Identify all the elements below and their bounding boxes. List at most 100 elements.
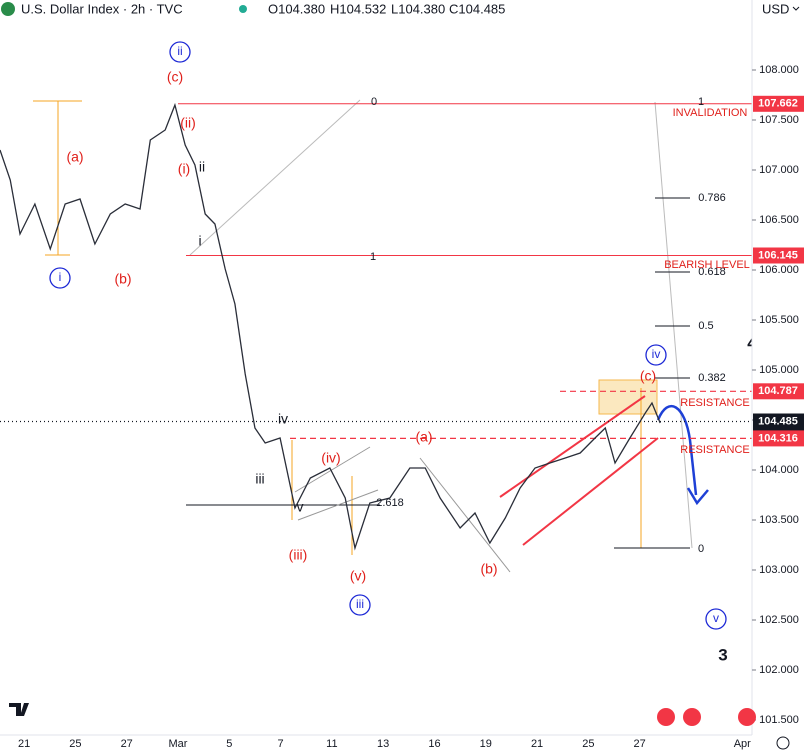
x-tick-label: 16 (428, 738, 440, 750)
fib-label: 0.5 (698, 320, 713, 332)
x-tick-label: 27 (121, 738, 133, 750)
y-tick-label: 108.000 (759, 64, 799, 76)
y-tick-label: 102.000 (759, 664, 799, 676)
price-tag (753, 95, 804, 112)
fib-label: 0 (371, 96, 377, 108)
ohlc-close: C104.485 (449, 1, 505, 16)
y-tick-label: 106.000 (759, 264, 799, 276)
currency[interactable]: USD (762, 1, 789, 16)
wave-circle (705, 608, 727, 630)
wave-circle (49, 267, 71, 289)
fib-label: 1 (370, 251, 376, 263)
y-tick-label: 107.500 (759, 114, 799, 126)
dropdown-icon (792, 6, 800, 11)
x-tick-label: 19 (480, 738, 492, 750)
x-tick-label: 21 (531, 738, 543, 750)
y-tick-label: 103.000 (759, 564, 799, 576)
symbol-icon (1, 2, 15, 16)
fib-diagonal (189, 99, 361, 256)
forecast-arrowhead (686, 487, 709, 506)
price-tag (753, 430, 804, 447)
market-status (239, 5, 247, 13)
wave-label: v (713, 611, 719, 625)
y-tick-label: 106.500 (759, 214, 799, 226)
x-tick-label: Mar (169, 738, 188, 750)
price-tag-label: 104.787 (758, 385, 798, 397)
wave-label: 2.618 (376, 497, 404, 509)
x-tick-label: 25 (582, 738, 594, 750)
y-tick-label: 104.000 (759, 464, 799, 476)
x-tick-label: 11 (326, 738, 337, 750)
fib-diagonal (654, 101, 693, 549)
wave-label: iii (356, 597, 364, 611)
symbol[interactable]: U.S. Dollar Index · 2h · TVC (21, 1, 183, 16)
axes: 101.500 102.000 102.500 103.000 103.500 104.0… (18, 64, 804, 750)
price-tag-label: 106.145 (758, 249, 798, 261)
fib-label: 1 (698, 96, 704, 108)
wave-label: iii (255, 471, 264, 487)
fib-label: 0 (698, 543, 704, 555)
fib-label: 0.382 (698, 372, 726, 384)
wave-label: ii (199, 159, 205, 175)
header: U.S. Dollar Index · 2h · TVC O104.380 H1… (1, 1, 800, 16)
wave-label: RESISTANCE (680, 444, 749, 456)
wave-label: (c) (167, 69, 183, 85)
x-tick-label: 13 (377, 738, 389, 750)
ohlc-low: L104.380 (391, 1, 445, 16)
y-tick-label: 105.000 (759, 364, 799, 376)
wave-label: ii (177, 44, 182, 58)
wave-label: (a) (66, 149, 83, 165)
forecast-arrow (656, 404, 698, 496)
wave-label: (c) (640, 368, 656, 384)
price-tag-label: 104.316 (758, 432, 798, 444)
x-tick-label: 5 (226, 738, 232, 750)
x-tick-label: 7 (278, 738, 284, 750)
price-tag-label: 104.485 (758, 415, 798, 427)
flag-icon (683, 708, 701, 726)
wave-label: BEARISH LEVEL (664, 259, 750, 271)
wave-label: i (198, 233, 201, 249)
settings-icon[interactable] (776, 736, 790, 750)
x-tick-label: 27 (634, 738, 646, 750)
wave-label: i (59, 270, 62, 284)
wave-label: (v) (350, 568, 366, 584)
fib-label: 0.786 (698, 192, 726, 204)
channel-line (419, 457, 511, 573)
wave-label: v (297, 499, 304, 515)
price-tag (753, 247, 804, 264)
wave-circle (349, 594, 371, 616)
price-tag (753, 383, 804, 400)
channel-line (522, 437, 659, 546)
y-tick-label: 107.000 (759, 164, 799, 176)
flag-icon (657, 708, 675, 726)
wave-label: (a) (415, 429, 432, 445)
flag-icon (738, 708, 756, 726)
x-tick-label: 21 (18, 738, 30, 750)
tv-logo (9, 703, 29, 716)
y-tick-label: 103.500 (759, 514, 799, 526)
footer-icons (9, 703, 790, 750)
wave-label: (i) (178, 161, 190, 177)
wave-label: (iv) (321, 450, 340, 466)
wave-label: RESISTANCE (680, 397, 749, 409)
wave-circle (645, 344, 667, 366)
fib-label: 0.618 (698, 266, 726, 278)
wave-label: (iii) (289, 547, 308, 563)
price-tag-label: 107.662 (758, 98, 798, 110)
y-tick-label: 105.500 (759, 314, 799, 326)
wave-label: (b) (114, 271, 131, 287)
wave-label: (b) (480, 561, 497, 577)
drawings (33, 99, 709, 573)
y-tick-label: 101.500 (759, 714, 799, 726)
ohlc-open: O104.380 (268, 1, 325, 16)
wave-label: 3 (718, 645, 727, 664)
price-line (0, 102, 661, 551)
channel-line (499, 395, 646, 498)
wave-circle (169, 41, 191, 63)
x-tick-label: Apr (734, 738, 751, 750)
wave-label: INVALIDATION (673, 107, 748, 119)
ohlc-high: H104.532 (330, 1, 386, 16)
wave-label: (ii) (180, 115, 196, 131)
